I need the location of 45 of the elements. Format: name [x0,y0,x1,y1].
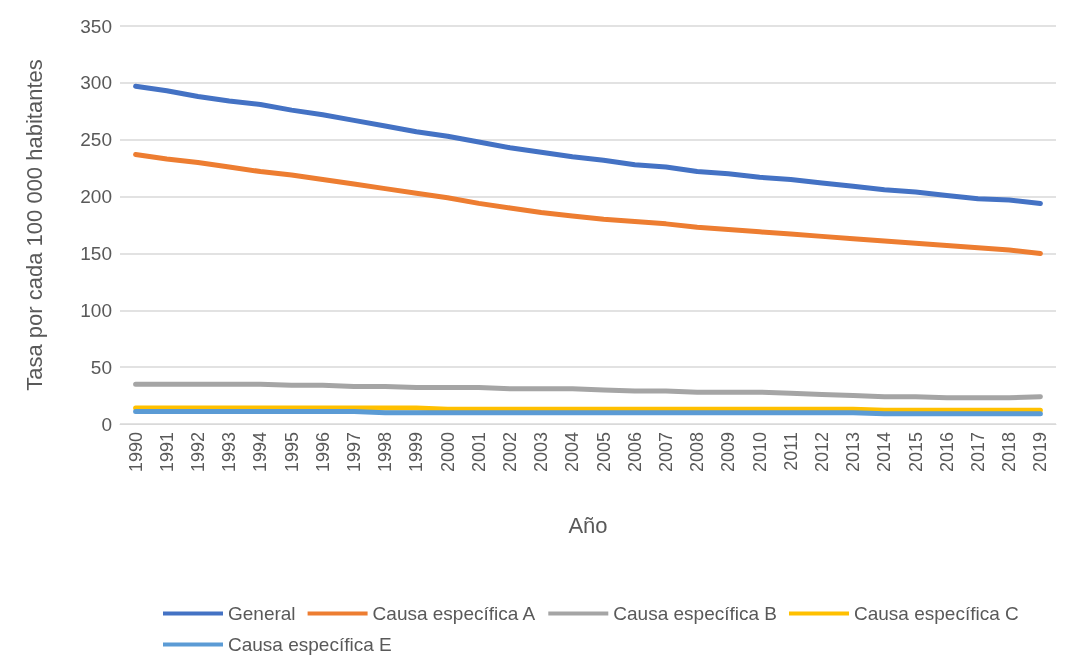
y-tick-label: 300 [80,72,112,94]
legend-label: Causa específica C [853,603,1019,624]
x-tick-label: 1994 [250,432,271,473]
x-tick-label: 1993 [219,432,240,473]
x-tick-label: 2000 [437,432,458,473]
x-tick-label: 1996 [312,432,333,473]
x-tick-label: 2003 [531,432,552,473]
x-tick-label: 2012 [812,432,832,473]
x-tick-label: 2009 [718,432,739,473]
x-tick-label: 1991 [156,432,177,473]
x-tick-label: 2004 [562,432,583,473]
x-tick-label: 2018 [999,432,1020,473]
y-tick-label: 150 [80,242,112,264]
x-tick-label: 2016 [936,432,957,473]
x-tick-label: 2008 [687,432,708,473]
y-tick-label: 100 [80,299,112,321]
x-tick-label: 1995 [281,432,302,473]
x-tick-label: 2005 [593,432,614,473]
x-tick-label: 2019 [1030,432,1051,473]
x-tick-label: 1990 [125,432,146,473]
y-tick-label: 350 [80,15,112,37]
legend-label: Causa específica A [372,603,536,624]
y-tick-label: 0 [101,413,112,435]
legend-label: Causa específica E [228,634,392,655]
x-tick-label: 1992 [188,432,208,473]
legend-label: Causa específica B [613,603,777,624]
x-tick-label: 2013 [843,432,864,473]
x-tick-label: 2011 [780,432,801,471]
x-tick-label: 2002 [500,432,520,473]
x-tick-label: 2007 [656,432,676,473]
x-tick-label: 1997 [344,432,364,473]
x-tick-label: 1999 [406,432,427,473]
legend-label: General [228,603,296,624]
x-tick-label: 1998 [375,432,396,473]
y-axis-title: Tasa por cada 100 000 habitantes [21,59,47,391]
x-axis-title: Año [568,512,608,538]
x-tick-label: 2006 [624,432,645,473]
y-tick-label: 50 [90,356,112,378]
x-tick-label: 2001 [468,432,489,473]
x-tick-label: 2017 [968,432,988,473]
x-tick-label: 2015 [905,432,926,473]
x-tick-label: 2014 [874,432,895,473]
y-tick-label: 200 [80,186,112,208]
y-tick-label: 250 [80,129,112,151]
x-tick-label: 2010 [749,432,770,473]
